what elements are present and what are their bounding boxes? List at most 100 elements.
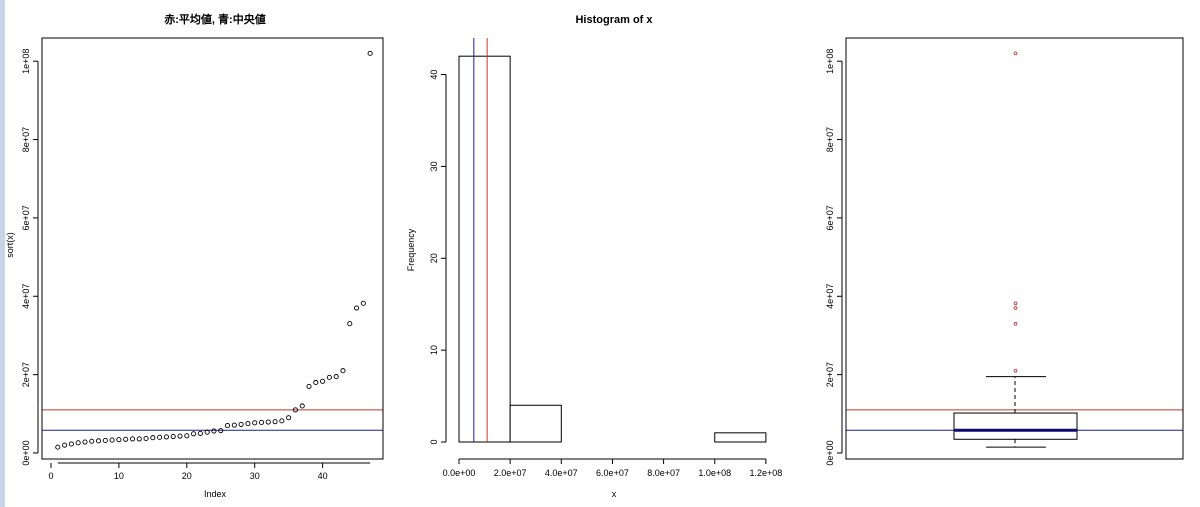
scatter-point — [258, 419, 265, 425]
scatter-point — [102, 437, 108, 444]
boxplot-y-tick-label: 1e+08 — [825, 49, 835, 74]
scatter-point — [197, 430, 203, 436]
scatter-x-tick-label: 30 — [250, 471, 260, 481]
scatter-y-label: sort(x) — [5, 232, 15, 258]
boxplot-outlier — [1013, 51, 1018, 56]
scatter-point — [326, 374, 332, 380]
histogram-y-tick-label: 10 — [429, 345, 439, 355]
window-edge-strip — [0, 0, 5, 507]
scatter-x-tick-label: 20 — [182, 471, 192, 481]
scatter-y-tick-label: 8e+07 — [21, 127, 31, 152]
histogram-bar — [509, 404, 562, 443]
scatter-point — [245, 421, 251, 427]
scatter-point — [170, 433, 176, 440]
scatter-point — [231, 422, 237, 428]
scatter-points — [55, 50, 373, 450]
scatter-point — [204, 429, 210, 435]
scatter-point — [211, 428, 217, 434]
scatter-plot-frame — [41, 37, 384, 460]
histogram-x-label: x — [612, 489, 617, 499]
scatter-point — [333, 374, 339, 380]
histogram-y-label: Frequency — [406, 228, 416, 271]
scatter-point — [62, 442, 68, 448]
histogram-title: Histogram of x — [575, 14, 653, 26]
boxplot-y-tick-label: 2e+07 — [825, 362, 835, 387]
histogram-x-tick-label: 1.0e+08 — [698, 468, 731, 478]
scatter-point — [265, 419, 271, 425]
scatter-x-axis: 0 10 20 30 40 — [48, 462, 371, 481]
boxplot-y-tick-label: 4e+07 — [825, 284, 835, 309]
scatter-point — [68, 441, 74, 447]
scatter-y-tick-label: 4e+07 — [21, 284, 31, 309]
scatter-y-tick-label: 2e+07 — [21, 362, 31, 387]
histogram-x-tick-label: 6.0e+07 — [596, 468, 629, 478]
scatter-point — [150, 435, 156, 441]
scatter-point — [367, 50, 373, 56]
scatter-y-tick-label: 6e+07 — [21, 205, 31, 230]
histogram-bar — [714, 432, 767, 443]
scatter-point — [306, 383, 312, 389]
scatter-y-axis: 0e+00 2e+07 4e+07 6e+07 8e+07 1e+08 — [21, 49, 39, 466]
histogram-x-axis: 0.0e+00 2.0e+07 4.0e+07 6.0e+07 8.0e+07 1.0e+… — [443, 458, 783, 478]
scatter-point — [75, 440, 81, 446]
scatter-point — [340, 368, 346, 374]
scatter-x-tick-label: 40 — [318, 471, 328, 481]
boxplot-outlier — [1013, 306, 1018, 310]
scatter-point — [123, 436, 129, 442]
scatter-point — [55, 444, 61, 450]
scatter-point — [191, 431, 197, 437]
scatter-y-tick-label: 0e+00 — [21, 440, 31, 465]
scatter-x-tick-label: 10 — [114, 471, 124, 481]
scatter-point — [177, 433, 183, 439]
boxplot-y-tick-label: 0e+00 — [825, 440, 835, 465]
boxplot-plot-frame — [845, 37, 1184, 460]
histogram-x-tick-label: 8.0e+07 — [647, 468, 680, 478]
scatter-point — [360, 300, 366, 306]
scatter-point — [218, 428, 224, 434]
boxplot-iqr-rect — [953, 412, 1078, 440]
scatter-point — [163, 434, 169, 440]
scatter-point — [279, 418, 285, 424]
scatter-y-tick-label: 1e+08 — [21, 49, 31, 74]
scatter-point — [109, 437, 115, 443]
histogram-x-tick-label: 4.0e+07 — [545, 468, 578, 478]
boxplot-box — [953, 51, 1078, 448]
scatter-title: 赤:平均値, 青:中央値 — [164, 12, 265, 26]
scatter-point — [252, 420, 258, 426]
histogram-x-tick-label: 0.0e+00 — [443, 468, 476, 478]
scatter-point — [286, 415, 292, 421]
scatter-point — [272, 419, 278, 425]
scatter-point — [299, 403, 305, 409]
scatter-x-label: Index — [204, 489, 227, 499]
boxplot-outlier — [1013, 321, 1018, 326]
histogram-x-tick-label: 1.2e+08 — [750, 468, 783, 478]
scatter-point — [224, 423, 231, 429]
scatter-point — [136, 436, 142, 442]
boxplot-outlier — [1013, 301, 1018, 306]
scatter-point — [129, 436, 136, 442]
scatter-point — [116, 437, 122, 443]
histogram-y-tick-label: 40 — [429, 70, 439, 80]
scatter-point — [143, 435, 149, 442]
histogram-y-tick-label: 0 — [429, 439, 439, 444]
histogram-bar — [458, 55, 511, 443]
scatter-point — [313, 379, 319, 386]
boxplot-panel: 0e+00 2e+07 4e+07 6e+07 8e+07 1e+08 — [825, 37, 1184, 466]
scatter-point — [320, 378, 326, 384]
scatter-point — [347, 321, 353, 327]
histogram-panel: Histogram of x x Frequency 0.0e+00 2.0e+0… — [406, 14, 782, 499]
boxplot-y-tick-label: 8e+07 — [825, 127, 835, 152]
scatter-point — [238, 421, 244, 427]
boxplot-y-tick-label: 6e+07 — [825, 205, 835, 230]
scatter-panel: 赤:平均値, 青:中央値 Index sort(x) 0 10 20 30 40 0e+… — [5, 12, 384, 499]
scatter-point — [82, 439, 88, 445]
scatter-point — [95, 438, 102, 444]
histogram-y-tick-label: 20 — [429, 253, 439, 263]
scatter-x-tick-label: 0 — [48, 471, 53, 481]
scatter-point — [292, 407, 298, 413]
boxplot-outlier — [1013, 368, 1018, 373]
scatter-point — [353, 305, 360, 311]
scatter-point — [184, 433, 190, 439]
scatter-point — [157, 434, 163, 440]
